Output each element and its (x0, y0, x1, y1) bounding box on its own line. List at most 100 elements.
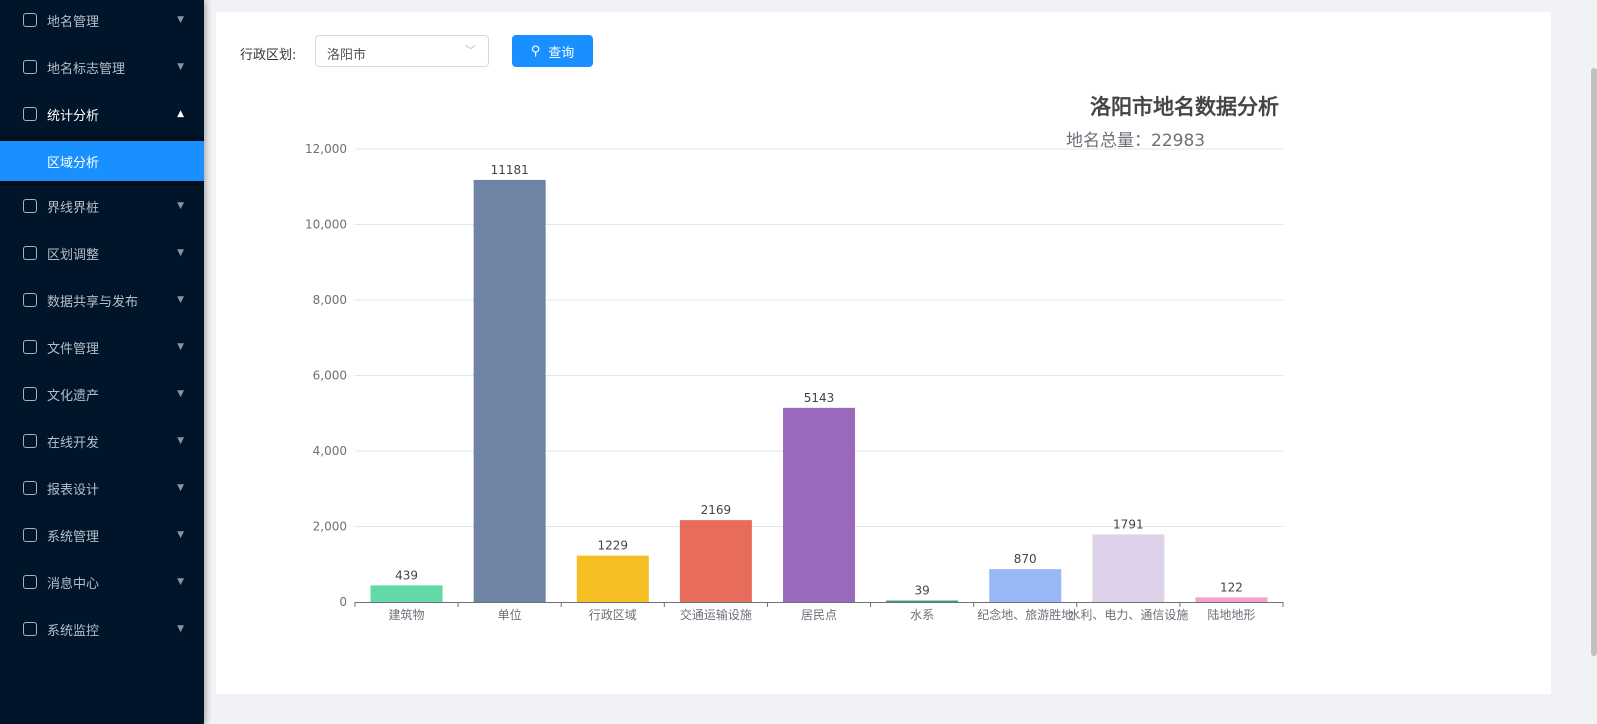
sidebar-item-7[interactable]: 文化遗产 ▼ (0, 374, 204, 414)
data-label: 2169 (701, 503, 732, 517)
sidebar-item-6[interactable]: 文件管理 ▼ (0, 327, 204, 367)
chevron-down-icon: ▼ (177, 530, 184, 540)
subitem-label: 区域分析 (47, 155, 100, 171)
file-icon (23, 340, 37, 354)
sidebar-item-label: 地名标志管理 (47, 61, 126, 77)
sidebar-item-label: 统计分析 (47, 108, 100, 124)
message-icon (23, 575, 37, 589)
x-tick-label: 交通运输设施 (680, 607, 752, 622)
sidebar-item-8[interactable]: 在线开发 ▼ (0, 421, 204, 461)
area-chart-icon (23, 481, 37, 495)
x-tick-label: 水利、电力、通信设施 (1068, 608, 1188, 622)
chevron-down-icon: ▼ (177, 389, 184, 399)
location-icon (23, 13, 37, 27)
polygon-icon (23, 246, 37, 260)
data-label: 122 (1220, 580, 1243, 594)
sidebar-item-2[interactable]: 统计分析 ▲ (0, 94, 204, 134)
sidebar-subitem-region-analysis[interactable]: 区域分析 (0, 141, 204, 181)
sidebar-item-label: 地名管理 (47, 14, 100, 30)
chevron-down-icon: ▼ (177, 295, 184, 305)
sidebar-item-label: 界线界桩 (47, 200, 100, 216)
x-tick-label: 居民点 (801, 608, 837, 622)
chart-title: 洛阳市地名数据分析 (1090, 95, 1279, 119)
chart-subtitle: 地名总量：22983 (1066, 131, 1206, 151)
data-label: 39 (914, 584, 929, 598)
y-tick-label: 10,000 (305, 218, 347, 232)
sidebar-item-label: 文化遗产 (47, 388, 100, 404)
bar-8 (1195, 597, 1268, 602)
data-label: 870 (1014, 552, 1037, 566)
save-icon (23, 60, 37, 74)
region-select-value: 洛阳市 (327, 48, 367, 63)
bar-3 (679, 520, 752, 602)
data-label: 1791 (1113, 517, 1144, 531)
sidebar-item-5[interactable]: 数据共享与发布 ▼ (0, 280, 204, 320)
query-button[interactable]: ⚲ 查询 (512, 35, 593, 67)
boundary-icon (23, 199, 37, 213)
sidebar-item-label: 系统管理 (47, 529, 100, 545)
sidebar: 地名管理 ▼ 地名标志管理 ▼ 统计分析 ▲ 区域分析 界线界桩 ▼ 区划调整 ▼ 数据共享与发布 ▼ 文… (0, 0, 204, 724)
chevron-down-icon: ▼ (177, 62, 184, 72)
sidebar-item-label: 在线开发 (47, 435, 100, 451)
chevron-down-icon: ﹀ (465, 44, 476, 57)
gear-icon (23, 528, 37, 542)
sidebar-item-4[interactable]: 区划调整 ▼ (0, 233, 204, 273)
data-label: 5143 (804, 391, 835, 405)
data-label: 11181 (491, 163, 529, 177)
sidebar-item-9[interactable]: 报表设计 ▼ (0, 468, 204, 508)
dashboard-icon (23, 622, 37, 636)
region-select[interactable]: 洛阳市 ﹀ (315, 35, 489, 67)
x-tick-label: 行政区域 (589, 608, 637, 622)
x-tick-label: 水系 (910, 608, 934, 622)
y-tick-label: 6,000 (313, 369, 347, 383)
x-tick-label: 建筑物 (389, 607, 425, 622)
chevron-down-icon: ▼ (177, 342, 184, 352)
x-tick-label: 陆地地形 (1207, 607, 1255, 622)
x-tick-label: 单位 (498, 607, 522, 622)
cloud-icon (23, 434, 37, 448)
data-label: 439 (395, 568, 418, 582)
bar-4 (783, 407, 855, 602)
y-tick-label: 8,000 (313, 293, 347, 307)
sync-icon (23, 293, 37, 307)
chevron-down-icon: ▼ (177, 15, 184, 25)
bar-chart-icon (23, 107, 37, 121)
query-button-label: 查询 (548, 45, 575, 61)
chevron-up-icon: ▲ (177, 109, 184, 119)
bar-7 (1092, 534, 1165, 602)
chevron-down-icon: ▼ (177, 248, 184, 258)
content-card (216, 12, 1551, 694)
sidebar-item-label: 区划调整 (47, 247, 100, 263)
data-label: 1229 (598, 539, 629, 553)
sidebar-item-11[interactable]: 消息中心 ▼ (0, 562, 204, 602)
y-tick-label: 4,000 (313, 444, 347, 458)
chevron-down-icon: ▼ (177, 483, 184, 493)
sidebar-item-label: 系统监控 (47, 623, 100, 639)
sidebar-item-label: 消息中心 (47, 576, 100, 592)
sidebar-item-0[interactable]: 地名管理 ▼ (0, 0, 204, 40)
sidebar-item-label: 报表设计 (47, 482, 100, 498)
heritage-icon (23, 387, 37, 401)
bar-0 (370, 585, 443, 602)
chevron-down-icon: ▼ (177, 577, 184, 587)
chevron-down-icon: ▼ (177, 436, 184, 446)
bar-6 (989, 569, 1062, 602)
bar-1 (473, 179, 546, 603)
scrollbar[interactable] (1591, 68, 1597, 656)
sidebar-item-label: 数据共享与发布 (47, 294, 139, 310)
chevron-down-icon: ▼ (177, 624, 184, 634)
bar-2 (576, 555, 649, 602)
search-icon: ⚲ (530, 43, 541, 59)
sidebar-item-12[interactable]: 系统监控 ▼ (0, 609, 204, 649)
sidebar-item-10[interactable]: 系统管理 ▼ (0, 515, 204, 555)
sidebar-item-3[interactable]: 界线界桩 ▼ (0, 186, 204, 226)
y-tick-label: 0 (339, 595, 347, 609)
region-label: 行政区划: (240, 48, 297, 63)
bar-5 (886, 600, 959, 602)
x-tick-label: 纪念地、旅游胜地 (977, 607, 1073, 622)
y-tick-label: 12,000 (305, 142, 347, 156)
sidebar-item-1[interactable]: 地名标志管理 ▼ (0, 47, 204, 87)
y-tick-label: 2,000 (313, 520, 347, 534)
sidebar-item-label: 文件管理 (47, 341, 100, 357)
